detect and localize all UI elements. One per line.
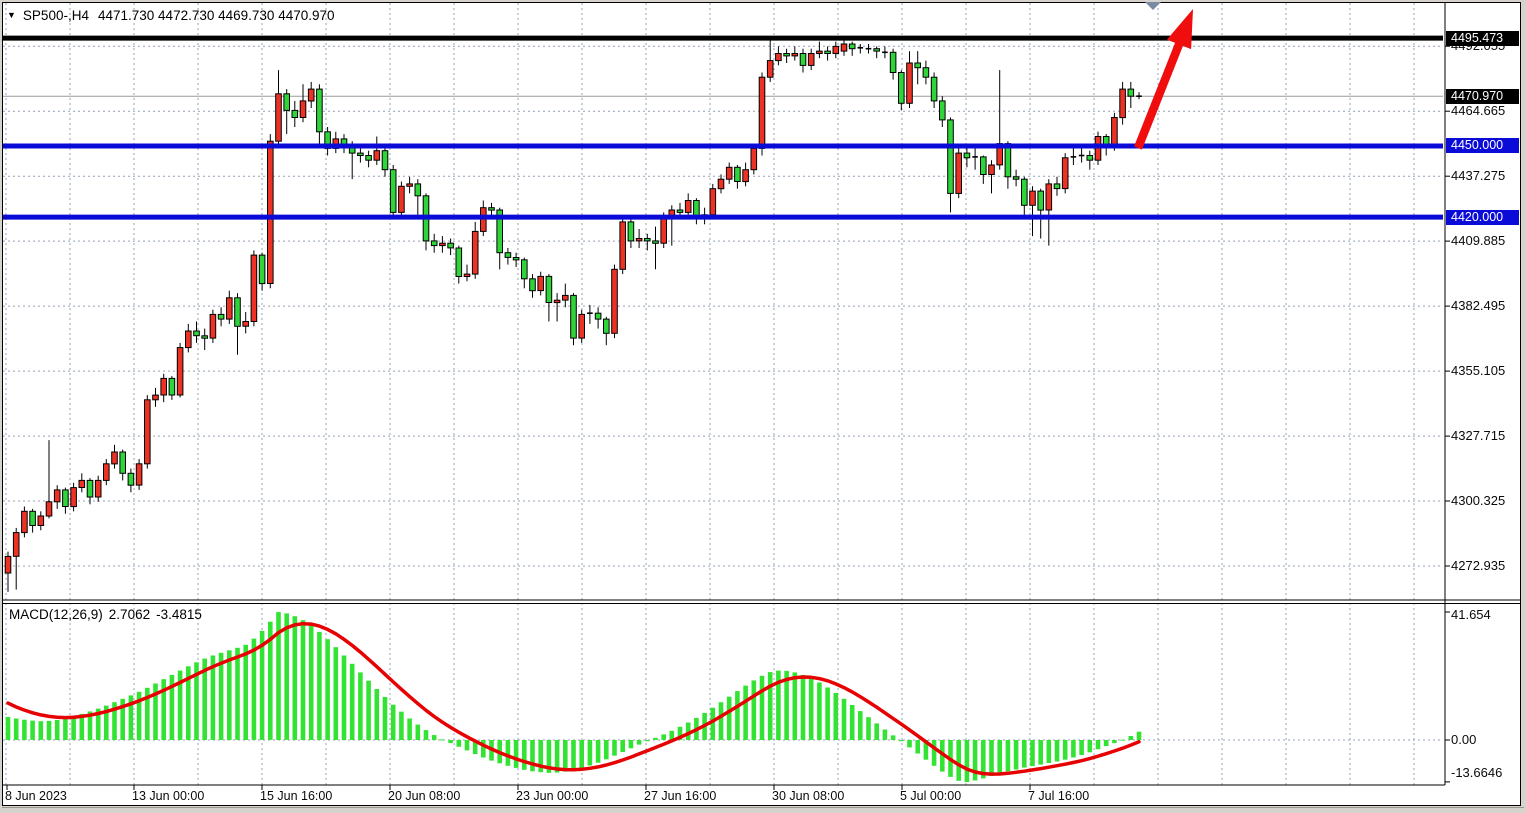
- time-tick-label: 27 Jun 16:00: [644, 789, 717, 803]
- price-tick-label: 4300.325: [1451, 493, 1506, 508]
- price-tick-label: 4327.715: [1451, 428, 1506, 443]
- time-tick-label: 20 Jun 08:00: [388, 789, 461, 803]
- time-tick-label: 7 Jul 16:00: [1028, 789, 1090, 803]
- price-tag: 4420.000: [1446, 210, 1519, 225]
- ohlc-open: 4471.730: [97, 8, 155, 23]
- ohlc-low: 4469.730: [218, 8, 275, 23]
- macd-tick-label: -13.6646: [1451, 765, 1503, 780]
- macd-histogram: [5, 612, 1142, 782]
- price-tick-label: 4437.275: [1451, 168, 1506, 183]
- macd-tick-label: 41.654: [1451, 607, 1491, 622]
- chart-title: ▼ SP500-,H4 4471.730 4472.730 4469.730 447…: [7, 8, 335, 26]
- time-tick-label: 5 Jul 00:00: [900, 789, 962, 803]
- horizontal-scrollbar[interactable]: [2, 807, 1524, 813]
- price-tag: 4495.473: [1446, 31, 1519, 46]
- time-tick-label: 30 Jun 08:00: [772, 789, 845, 803]
- price-tag: 4470.970: [1446, 89, 1519, 104]
- price-tick-label: 4355.105: [1451, 363, 1506, 378]
- ohlc-high: 4472.730: [158, 8, 215, 23]
- chart-shift-triangle-icon[interactable]: [1145, 2, 1161, 10]
- price-tag: 4450.000: [1446, 138, 1519, 153]
- price-tick-label: 4382.495: [1451, 298, 1506, 313]
- macd-signal-value: -3.4815: [156, 607, 202, 622]
- candles: [4, 39, 1142, 592]
- symbol-timeframe: SP500-,H4: [22, 8, 89, 23]
- price-tick-label: 4409.885: [1451, 233, 1506, 248]
- price-tick-label: 4272.935: [1451, 558, 1506, 573]
- time-tick-label: 8 Jun 2023: [5, 789, 67, 803]
- time-tick-label: 23 Jun 00:00: [516, 789, 589, 803]
- symbol-dropdown-icon[interactable]: ▼: [7, 10, 16, 20]
- macd-name: MACD(12,26,9): [9, 607, 103, 622]
- time-tick-label: 13 Jun 00:00: [132, 789, 205, 803]
- macd-signal-line: [6, 621, 1141, 776]
- time-tick-label: 15 Jun 16:00: [260, 789, 333, 803]
- trend-arrow[interactable]: [1134, 9, 1193, 150]
- macd-tick-label: 0.00: [1451, 732, 1477, 747]
- price-tick-label: 4464.665: [1451, 103, 1506, 118]
- macd-indicator-label: MACD(12,26,9) 2.7062 -3.4815: [9, 607, 208, 622]
- macd-value: 2.7062: [108, 607, 151, 622]
- ohlc-close: 4470.970: [278, 8, 335, 23]
